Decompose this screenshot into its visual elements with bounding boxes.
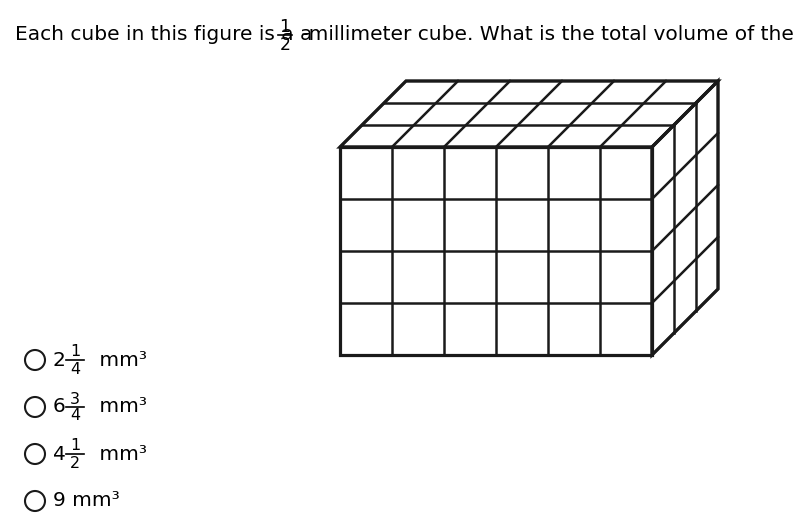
Text: 3: 3 (70, 391, 80, 406)
Text: 2: 2 (279, 36, 290, 54)
Text: -millimeter cube. What is the total volume of the prism: -millimeter cube. What is the total volu… (295, 25, 800, 44)
Text: mm³: mm³ (93, 351, 147, 369)
Polygon shape (340, 81, 718, 147)
Text: 4: 4 (70, 361, 80, 377)
Text: mm³: mm³ (93, 397, 147, 416)
Text: 2: 2 (70, 455, 80, 470)
Text: 9 mm³: 9 mm³ (53, 491, 120, 510)
Text: 2: 2 (53, 351, 66, 369)
Text: 4: 4 (53, 444, 66, 463)
Text: 1: 1 (70, 344, 80, 360)
Text: Each cube in this figure is a a: Each cube in this figure is a a (15, 25, 318, 44)
Text: 1: 1 (279, 18, 290, 36)
Text: mm³: mm³ (93, 444, 147, 463)
Polygon shape (340, 147, 652, 355)
Text: 1: 1 (70, 439, 80, 453)
Text: 4: 4 (70, 408, 80, 424)
Text: 6: 6 (53, 397, 66, 416)
Polygon shape (652, 81, 718, 355)
